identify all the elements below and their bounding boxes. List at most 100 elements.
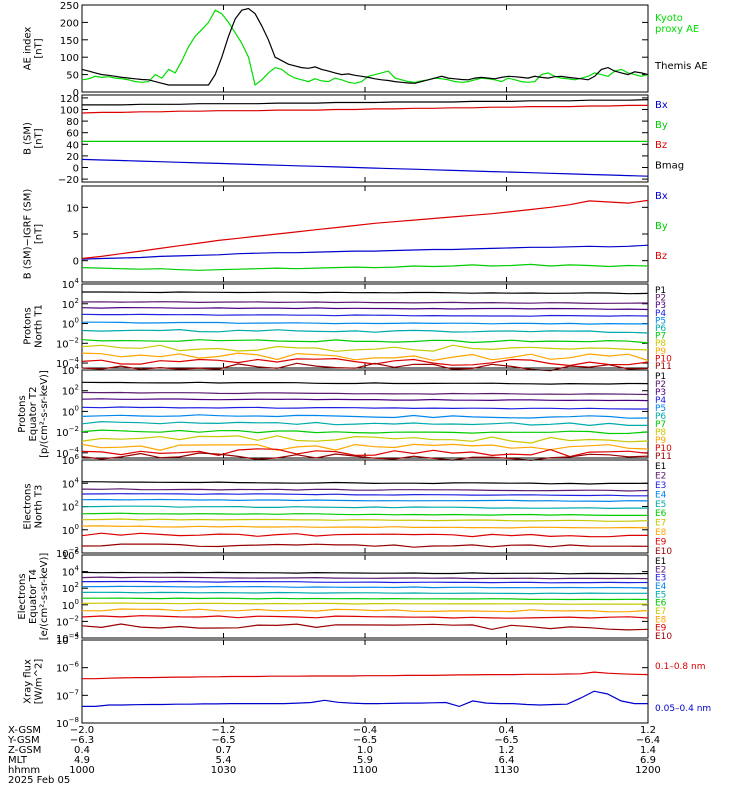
legend-label: By (655, 120, 668, 131)
legend-label: E3 (655, 481, 666, 491)
series-line (81, 602, 648, 605)
series-line (81, 585, 649, 589)
y-tick-label: −20 (58, 175, 79, 186)
series-line (81, 339, 649, 344)
y-tick-label: 106 (62, 453, 80, 467)
series-line (81, 301, 649, 305)
y-tick-label: 104 (62, 277, 80, 291)
legend-label: P2 (655, 294, 666, 304)
y-axis-label: Electrons (17, 573, 28, 619)
y-axis-label: [W/m^2] (34, 659, 45, 705)
x-axis-value: 1030 (211, 765, 236, 776)
series-line (81, 576, 649, 580)
series-line (81, 158, 649, 177)
y-axis-label: AE index (23, 27, 34, 71)
legend-label: P8 (655, 428, 666, 438)
y-tick-label: 5 (73, 230, 79, 241)
legend-label: E4 (655, 582, 667, 592)
y-tick-label: 100 (60, 106, 79, 117)
series-line (81, 104, 648, 114)
y-axis-label: [e/(cm²-s-sr-keV)] (39, 553, 50, 641)
series-line (81, 244, 649, 260)
legend-label: E8 (655, 615, 667, 625)
legend-label: P4 (655, 309, 666, 319)
legend-label: P9 (655, 347, 666, 357)
x-axis-value: 6.9 (640, 755, 656, 766)
legend-label: P7 (655, 332, 666, 342)
x-axis-value: 0.4 (74, 745, 90, 756)
y-axis-label: North T3 (34, 485, 45, 529)
legend-label: proxy AE (655, 24, 699, 35)
y-tick-label: 10−2 (56, 425, 79, 439)
y-tick-label: 10−2 (56, 614, 79, 628)
y-tick-label: 0 (73, 164, 79, 175)
legend-label: P3 (655, 301, 666, 311)
x-axis-row-label: X-GSM (8, 725, 41, 736)
y-tick-label: 104 (62, 565, 80, 579)
series-line (81, 7, 649, 86)
legend-label: E7 (655, 519, 666, 529)
y-tick-label: 100 (62, 404, 79, 418)
legend-label: E7 (655, 607, 666, 617)
legend-label: P5 (655, 404, 666, 414)
y-tick-label: 10−2 (56, 336, 79, 350)
series-line (81, 623, 649, 631)
x-axis-value: −6.5 (494, 735, 518, 746)
series-line (81, 493, 648, 497)
legend-label: E5 (655, 590, 666, 600)
series-line (81, 448, 649, 458)
x-axis-row-label: hhmm (8, 765, 40, 776)
legend-label: P10 (655, 444, 672, 454)
y-axis-label: Equator T2 (28, 387, 39, 442)
y-axis-label: Xray flux (23, 659, 34, 704)
legend-label: E9 (655, 624, 667, 634)
series-line (81, 381, 649, 385)
legend-label: Bz (655, 251, 667, 262)
y-axis-label: Protons (23, 307, 34, 344)
x-axis-row-label: Z-GSM (8, 745, 41, 756)
legend-label: Kyoto (655, 13, 683, 24)
series-line (81, 391, 649, 396)
x-axis-row-label: MLT (8, 755, 28, 766)
x-axis-value: 1100 (352, 765, 377, 776)
legend-label: E2 (655, 471, 666, 481)
series-line (81, 306, 649, 311)
y-tick-label: 200 (60, 18, 79, 29)
x-axis-value: −6.5 (211, 735, 235, 746)
panel-frame (81, 639, 649, 724)
legend-label: E8 (655, 528, 667, 538)
y-tick-label: 106 (62, 548, 80, 562)
x-axis-value: −6.3 (70, 735, 94, 746)
y-tick-label: 104 (62, 363, 80, 377)
y-tick-label: 20 (66, 152, 79, 163)
x-axis-value: 1200 (635, 765, 660, 776)
legend-label: 0.1–0.8 nm (655, 662, 705, 672)
y-axis-label: B (SM) (23, 122, 34, 155)
y-tick-label: 102 (62, 297, 79, 311)
x-axis-value: 5.9 (357, 755, 373, 766)
series-line (81, 414, 649, 419)
x-axis-value: −0.4 (353, 725, 377, 736)
series-line (81, 263, 649, 271)
legend-label: P2 (655, 380, 666, 390)
legend-label: P3 (655, 388, 666, 398)
legend-label: Bx (655, 100, 668, 111)
y-tick-label: 250 (60, 1, 79, 12)
x-axis-row-label: Y-GSM (7, 735, 40, 746)
y-tick-label: 102 (62, 500, 79, 514)
y-tick-label: 0 (73, 257, 79, 268)
series-line (81, 357, 649, 367)
legend-label: P11 (655, 362, 672, 372)
series-line (82, 690, 648, 708)
legend-label: E6 (655, 599, 667, 609)
legend-label: P9 (655, 436, 666, 446)
y-tick-label: 100 (62, 317, 79, 331)
y-tick-label: 10−6 (56, 661, 80, 675)
legend-label: E1 (655, 557, 666, 567)
y-axis-label: [nT] (34, 128, 45, 148)
series-line (81, 443, 649, 451)
x-axis-value: 1.0 (357, 745, 373, 756)
y-tick-label: 104 (62, 476, 80, 490)
series-line (81, 488, 649, 492)
series-line (81, 352, 649, 362)
